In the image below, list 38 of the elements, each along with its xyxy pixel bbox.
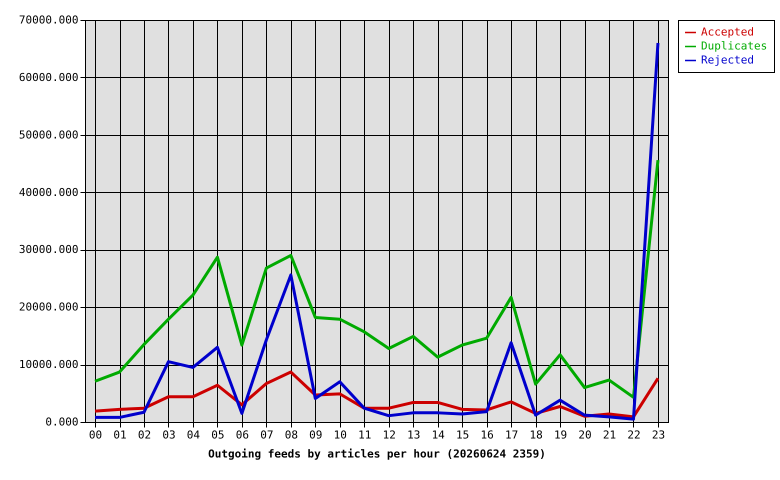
x-tick-label: 18 [529,428,543,442]
x-tick-label: 15 [456,428,470,442]
y-tick-label: 10000.000 [18,358,78,372]
x-tick-label: 04 [186,428,200,442]
y-tick-label: 20000.000 [18,300,78,314]
x-tick-label: 10 [334,428,347,442]
line-series [94,41,660,421]
x-tick-label: 06 [236,428,250,442]
y-tick-label: 0.000 [45,416,78,428]
x-tick-label: 19 [554,428,568,442]
x-tick-label: 23 [652,428,666,442]
x-tick-label: 01 [113,428,127,442]
legend-label: Duplicates [701,40,768,52]
y-tick-label: 50000.000 [18,128,78,142]
x-tick-label: 12 [382,428,396,442]
x-tick-label: 08 [284,428,298,442]
y-tick-label: 30000.000 [18,243,78,256]
y-tick-label: 40000.000 [18,186,78,199]
x-tick-label: 03 [162,428,176,442]
y-tick-label: 60000.000 [18,70,78,84]
x-tick-label: 02 [138,428,152,442]
x-tick-label: 11 [358,428,372,442]
x-tick-label: 21 [602,428,616,442]
x-tick-label: 09 [309,428,322,442]
x-tick-label: 00 [88,428,102,442]
line-series [94,158,660,399]
x-tick-label: 07 [260,428,274,442]
x-tick-label: 16 [480,428,494,442]
legend-label: Accepted [701,26,754,38]
x-tick-label: 14 [432,428,446,442]
x-tick-label: 05 [211,428,225,442]
x-axis-title: Outgoing feeds by articles per hour (20260624 2359) [208,448,546,460]
y-tick-label: 70000.000 [18,14,78,26]
x-tick-label: 20 [578,428,592,442]
x-tick-label: 17 [504,428,518,442]
legend-label: Rejected [701,54,754,66]
x-tick-label: 13 [407,428,420,442]
x-tick-label: 22 [627,428,641,442]
